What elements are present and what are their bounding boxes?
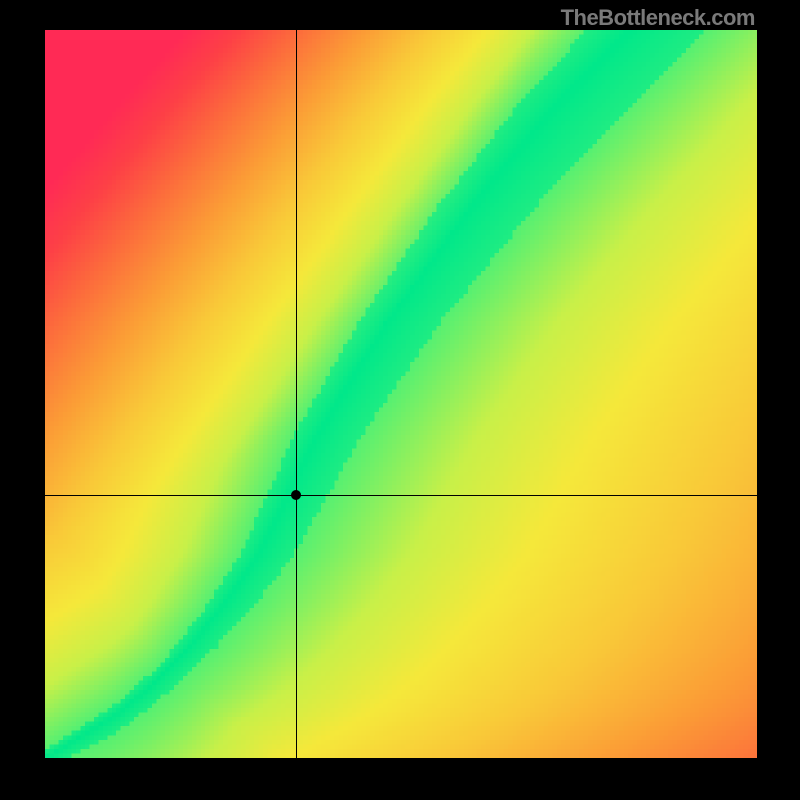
crosshair-vertical — [296, 30, 297, 758]
crosshair-marker — [291, 490, 301, 500]
attribution-text: TheBottleneck.com — [561, 5, 755, 31]
heatmap-canvas — [45, 30, 757, 758]
heatmap-plot — [45, 30, 757, 758]
crosshair-horizontal — [45, 495, 757, 496]
chart-root: TheBottleneck.com — [0, 0, 800, 800]
